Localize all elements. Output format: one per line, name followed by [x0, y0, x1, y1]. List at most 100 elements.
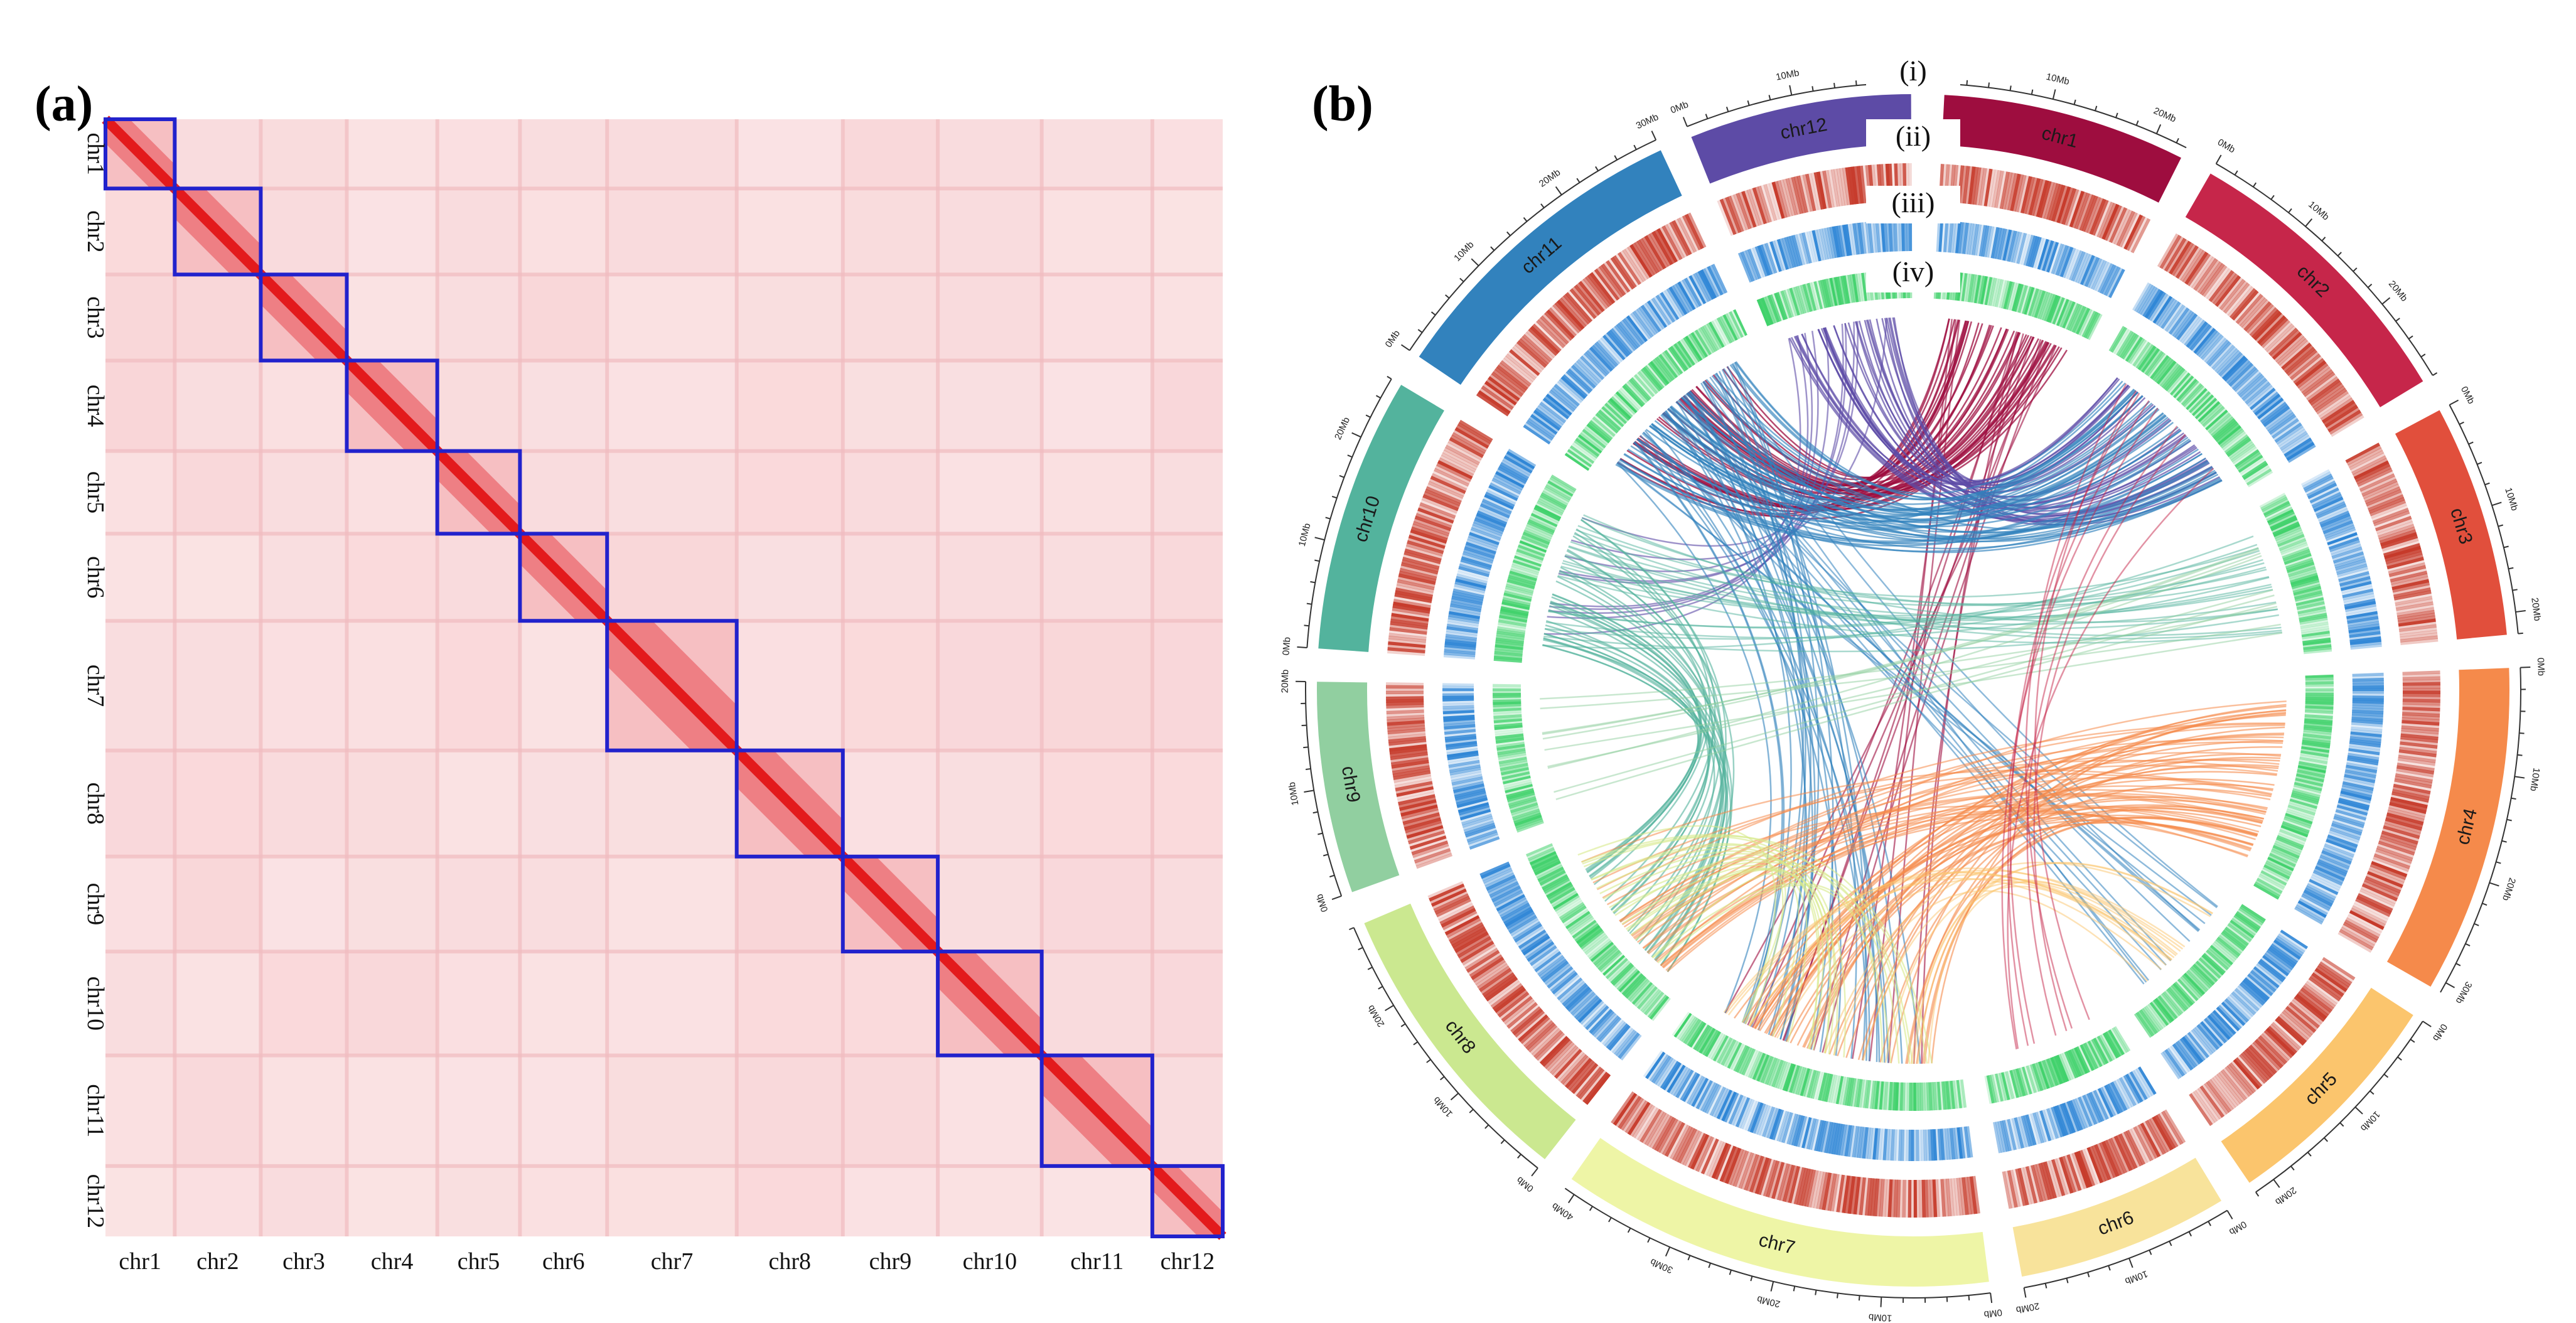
interchrom-block [260, 451, 347, 534]
density-bin [2267, 509, 2294, 524]
density-bin [2104, 205, 2122, 241]
density-bin [1507, 913, 1536, 932]
density-bin [1624, 247, 1648, 281]
density-bin [2316, 501, 2346, 517]
density-bin [1679, 216, 1699, 252]
density-bin [1535, 505, 1562, 520]
density-bin [1390, 621, 1428, 629]
density-bin [2263, 864, 2290, 880]
synteny-link [1651, 423, 1870, 1061]
density-bin [1534, 860, 1561, 876]
density-bin [1393, 770, 1431, 780]
density-bin [2259, 872, 2286, 888]
density-bin [1622, 385, 1644, 407]
density-bin [2305, 688, 2334, 692]
density-bin [1937, 1081, 1942, 1110]
density-bin [1836, 1174, 1845, 1213]
density-bin [2314, 968, 2348, 992]
density-bin [2091, 260, 2107, 290]
density-bin [2305, 692, 2334, 696]
interchrom-block [736, 1165, 843, 1236]
density-bin [1729, 1043, 1744, 1070]
density-bin [1960, 222, 1967, 254]
density-bin [1501, 358, 1533, 385]
density-bin [1496, 628, 1525, 636]
density-bin [1967, 274, 1975, 303]
density-bin [1567, 1059, 1594, 1091]
synteny-link [1651, 392, 2139, 517]
density-bin [1950, 221, 1956, 253]
density-bin [2005, 281, 2015, 310]
density-bin [1612, 326, 1635, 353]
density-bin [1672, 345, 1690, 370]
density-bin [1626, 977, 1648, 1000]
density-bin [1610, 328, 1633, 355]
density-bin [1822, 1073, 1831, 1102]
density-bin [1499, 615, 1528, 623]
density-bin [2305, 710, 2334, 714]
density-bin [1923, 1129, 1927, 1161]
density-bin [1451, 774, 1483, 783]
density-bin [1526, 329, 1556, 358]
density-bin [2139, 1009, 2158, 1034]
density-bin [2159, 1112, 2181, 1147]
density-bin [1447, 750, 1479, 758]
synteny-link [1546, 620, 1727, 961]
synteny-link [2034, 390, 2137, 1020]
density-bin [1391, 759, 1429, 769]
tick-mark [1471, 258, 1479, 267]
density-bin [1497, 750, 1526, 758]
density-bin [1479, 503, 1510, 519]
density-bin [1766, 1160, 1779, 1198]
density-bin [1601, 263, 1626, 296]
density-bin [2208, 1079, 2234, 1111]
density-bin [1612, 964, 1634, 986]
density-bin [2191, 965, 2213, 987]
density-bin [2385, 549, 2422, 562]
density-bin [2305, 690, 2334, 694]
density-bin [1504, 590, 1532, 600]
density-bin [1601, 336, 1624, 362]
density-bin [1451, 598, 1483, 608]
density-bin [1401, 807, 1439, 820]
chrom-box-chr8 [734, 748, 845, 859]
density-bin [1700, 269, 1717, 299]
density-bin [2169, 985, 2190, 1009]
interchrom-block [736, 856, 843, 952]
density-bin [1806, 1069, 1817, 1098]
density-bin [2127, 338, 2145, 363]
density-bin [2251, 389, 2278, 412]
density-bin [1444, 639, 1477, 646]
density-bin [1589, 1009, 1613, 1034]
density-bin [2281, 544, 2309, 557]
density-bin [1543, 878, 1570, 894]
density-bin [2000, 228, 2010, 260]
ideogram-chr2 [2185, 173, 2423, 407]
interchrom-block [260, 119, 347, 189]
density-bin [1542, 960, 1569, 983]
density-bin [2085, 313, 2101, 340]
density-bin [1502, 904, 1532, 923]
density-bin [2288, 351, 2319, 378]
density-bin [2305, 686, 2334, 689]
density-bin [2334, 811, 2366, 823]
y-axis-label-chr10: chr10 [82, 977, 109, 1031]
density-bin [2373, 855, 2410, 872]
density-bin [1662, 351, 1682, 376]
density-bin [2323, 402, 2357, 426]
density-bin [1791, 235, 1803, 266]
density-bin [1495, 646, 1523, 653]
density-bin [1722, 1147, 1739, 1183]
density-bin [1899, 1082, 1904, 1111]
density-bin [1850, 166, 1859, 205]
density-bin [1598, 409, 1621, 431]
density-bin [2026, 1114, 2037, 1146]
density-bin [2032, 237, 2044, 269]
density-bin [2312, 872, 2342, 889]
tick-mark [1589, 1206, 1593, 1211]
synteny-link [1636, 438, 1868, 1061]
synteny-link [1583, 514, 2278, 623]
density-bin [2320, 852, 2351, 867]
synteny-link [1711, 375, 2135, 501]
density-bin [1664, 289, 1683, 318]
